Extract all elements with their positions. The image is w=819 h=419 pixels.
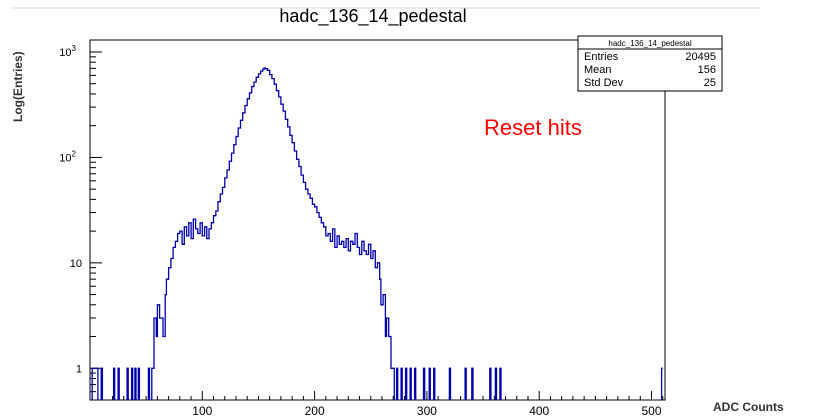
stats-label-entries: Entries [584, 51, 619, 63]
stats-label-std-dev: Std Dev [584, 77, 624, 89]
stats-value-mean: 156 [698, 64, 716, 76]
x-tick-label: 100 [192, 404, 212, 418]
stats-box [577, 35, 723, 92]
x-tick-label: 200 [305, 404, 325, 418]
x-axis-label: ADC Counts [713, 400, 784, 414]
stats-label-mean: Mean [584, 64, 612, 76]
x-tick-label: 500 [642, 404, 662, 418]
x-tick-label: 400 [529, 404, 549, 418]
y-tick-label: 102 [59, 149, 76, 164]
histogram-series [91, 67, 663, 400]
stats-value-std-dev: 25 [704, 77, 716, 89]
x-tick-label: 300 [417, 404, 437, 418]
stats-box-name: hadc_136_14_pedestal [608, 39, 691, 48]
stats-value-entries: 20495 [685, 51, 716, 63]
y-tick-label: 10 [70, 258, 82, 270]
y-tick-label: 103 [59, 44, 76, 59]
annotation-reset-hits: Reset hits [484, 115, 582, 140]
y-tick-label: 1 [76, 363, 82, 375]
plot-frame [89, 39, 666, 401]
chart-title: hadc_136_14_pedestal [279, 6, 467, 26]
y-axis-label: Log(Entries) [11, 51, 25, 123]
